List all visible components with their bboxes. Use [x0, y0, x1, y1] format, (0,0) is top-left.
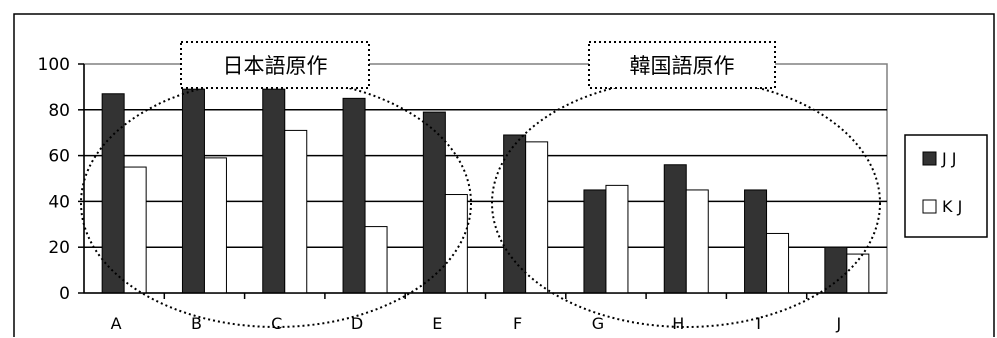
legend-label-kj: K J — [942, 197, 962, 216]
legend-swatch-kj — [922, 199, 937, 214]
callout-japanese-text: 日本語原作 — [223, 54, 328, 78]
legend-label-jj: J J — [941, 149, 957, 168]
callout-korean-box — [588, 41, 776, 89]
plot-area: 0 20 40 60 80 100 A B C D E F G H I J — [38, 55, 888, 333]
x-tick-label-H: H — [672, 314, 684, 333]
x-tick-label-C: C — [271, 314, 282, 333]
x-tick-label-D: D — [351, 314, 363, 333]
chart-border — [13, 13, 995, 337]
x-tick-label-J: J — [835, 314, 841, 333]
bars — [101, 88, 870, 294]
bar-kj-B — [203, 157, 227, 294]
bar-jj-H — [663, 164, 687, 294]
bar-kj-J — [846, 253, 870, 294]
x-tick-label-A: A — [111, 314, 122, 333]
callout-korean: 韓国語原作 — [588, 41, 776, 89]
bar-jj-E — [422, 111, 446, 294]
bar-kj-I — [766, 232, 790, 294]
callout-japanese: 日本語原作 — [180, 41, 370, 89]
y-tick-label: 60 — [48, 147, 70, 167]
y-tick-label: 20 — [48, 238, 70, 258]
callout-korean-text: 韓国語原作 — [630, 54, 735, 78]
bar-kj-C — [284, 129, 308, 294]
bar-kj-F — [525, 141, 549, 294]
x-tick-label-I: I — [756, 314, 761, 333]
y-tick-label: 80 — [48, 101, 70, 121]
y-tick-label: 40 — [48, 192, 70, 212]
bar-jj-I — [744, 189, 768, 294]
bar-kj-A — [123, 166, 147, 294]
y-tick-label: 0 — [59, 284, 70, 304]
bar-jj-D — [342, 97, 366, 294]
y-axis-ticks: 0 20 40 60 80 100 — [38, 55, 84, 304]
bar-kj-E — [444, 194, 468, 294]
bar-kj-G — [605, 184, 629, 294]
legend: J J K J — [904, 134, 988, 238]
x-axis-ticks: A B C D E F G H I J — [111, 293, 841, 333]
y-tick-label: 100 — [38, 55, 70, 75]
bar-kj-D — [364, 226, 388, 294]
bar-jj-C — [262, 88, 286, 294]
bar-jj-J — [824, 246, 848, 294]
x-tick-label-F: F — [513, 314, 522, 333]
bar-jj-B — [181, 88, 205, 294]
bar-kj-H — [685, 189, 709, 294]
x-tick-label-B: B — [191, 314, 202, 333]
group-ellipse-korean — [491, 78, 881, 328]
legend-box — [904, 134, 988, 238]
x-tick-label-G: G — [592, 314, 604, 333]
bar-jj-G — [583, 189, 607, 294]
x-tick-label-E: E — [432, 314, 442, 333]
callout-japanese-box — [180, 41, 370, 89]
legend-swatch-jj — [922, 151, 937, 166]
